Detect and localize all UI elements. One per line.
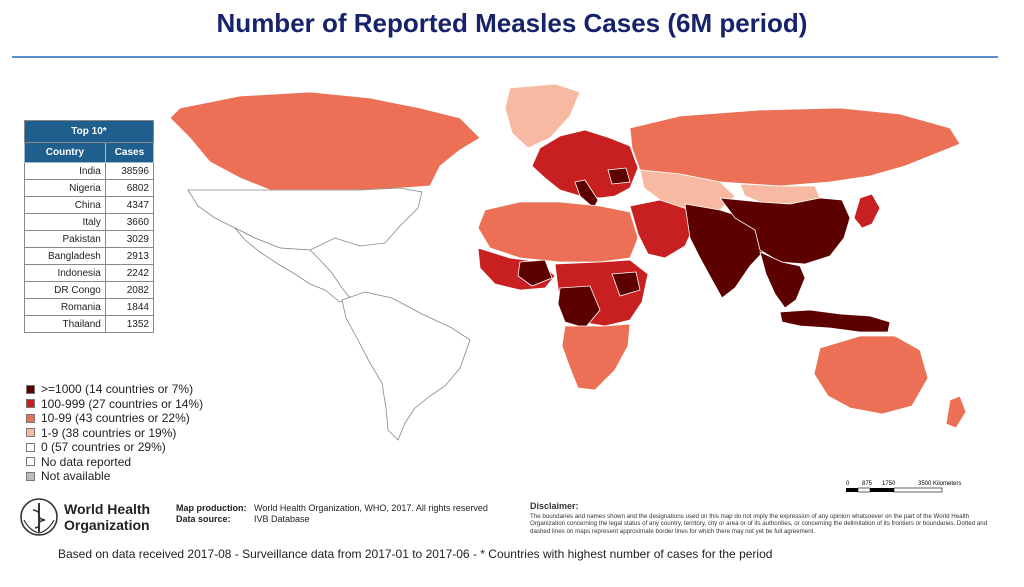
cases-cell: 38596 [104, 162, 155, 180]
cases-cell: 2913 [104, 247, 155, 265]
legend-swatch [26, 457, 35, 467]
legend-item: 100-999 (27 countries or 14%) [26, 397, 203, 412]
legend-item: 0 (57 countries or 29%) [26, 440, 203, 455]
disclaimer-text: The boundaries and names shown and the d… [530, 512, 988, 535]
country-cell: Pakistan [24, 230, 106, 248]
world-map [169, 83, 967, 441]
scale-tick-label: 875 [862, 481, 873, 487]
cases-cell: 3660 [104, 213, 155, 231]
map-credits: Map production: World Health Organization… [176, 503, 488, 525]
legend-item: 10-99 (43 countries or 22%) [26, 411, 203, 426]
footer-note: Based on data received 2017-08 - Surveil… [58, 547, 773, 561]
legend-label: 10-99 (43 countries or 22%) [41, 411, 190, 426]
legend-label: Not available [41, 469, 111, 484]
legend-item: No data reported [26, 455, 203, 470]
country-cell: Indonesia [24, 264, 106, 282]
country-cell: India [24, 162, 106, 180]
region-canada [169, 91, 481, 191]
table-row: Pakistan 3029 [24, 230, 155, 248]
legend-swatch [26, 442, 35, 452]
legend-swatch [26, 428, 35, 438]
cases-cell: 6802 [104, 179, 155, 197]
scale-tick-label: 0 [846, 481, 850, 487]
country-cell: Thailand [24, 315, 106, 333]
who-name-line1: World Health [64, 501, 151, 517]
cases-cell: 1844 [104, 298, 155, 316]
cases-cell: 3029 [104, 230, 155, 248]
table-row: DR Congo 2082 [24, 281, 155, 299]
legend-label: No data reported [41, 454, 132, 469]
who-emblem-icon [20, 498, 58, 536]
region-southern-africa [561, 323, 631, 391]
table-row: Indonesia 2242 [24, 264, 155, 282]
credit-label: Map production: [176, 503, 247, 513]
country-cell: DR Congo [24, 281, 106, 299]
region-southeast-asia [759, 251, 806, 309]
country-cell: Nigeria [24, 179, 106, 197]
region-usa [187, 187, 423, 251]
table-row: India 38596 [24, 162, 155, 180]
table-row: Italy 3660 [24, 213, 155, 231]
region-romania [607, 167, 631, 185]
country-cell: China [24, 196, 106, 214]
table-row: Romania 1844 [24, 298, 155, 316]
top10-caption: Top 10* [24, 120, 154, 143]
legend-label: 100-999 (27 countries or 14%) [41, 396, 204, 411]
region-north-africa [477, 201, 639, 263]
who-branding: World Health Organization [18, 496, 150, 538]
legend-swatch [26, 471, 35, 481]
table-row: Thailand 1352 [24, 315, 155, 333]
legend-label: >=1000 (14 countries or 7%) [41, 382, 194, 397]
scale-tick-label: 1750 [882, 481, 896, 487]
legend-label: 1-9 (38 countries or 19%) [41, 425, 177, 440]
region-south-america [341, 291, 471, 441]
credit-value: World Health Organization, WHO, 2017. Al… [254, 503, 488, 513]
region-nigeria [517, 259, 553, 287]
legend-swatch [26, 384, 35, 394]
cases-cell: 2242 [104, 264, 155, 282]
region-greenland [504, 83, 581, 149]
region-japan [853, 193, 881, 229]
legend-item: >=1000 (14 countries or 7%) [26, 382, 203, 397]
disclaimer-heading: Disclaimer: [530, 501, 579, 511]
region-australia [813, 335, 929, 415]
disclaimer: Disclaimer: The boundaries and names sho… [530, 501, 1000, 535]
table-row: Bangladesh 2913 [24, 247, 155, 265]
scale-tick-label: 3500 Kilometers [918, 481, 961, 487]
cases-cell: 2082 [104, 281, 155, 299]
table-row: Nigeria 6802 [24, 179, 155, 197]
legend-item: 1-9 (38 countries or 19%) [26, 426, 203, 441]
legend-item: Not available [26, 469, 203, 484]
cases-cell: 1352 [104, 315, 155, 333]
legend-label: 0 (57 countries or 29%) [41, 440, 166, 455]
country-cell: Italy [24, 213, 106, 231]
country-cell: Romania [24, 298, 106, 316]
who-name-line2: Organization [64, 517, 150, 533]
region-new-zealand [945, 395, 967, 429]
table-row: China 4347 [24, 196, 155, 214]
column-header-country: Country [24, 142, 106, 163]
column-header-cases: Cases [104, 142, 155, 163]
region-italy [574, 179, 599, 209]
legend-swatch [26, 413, 35, 423]
title-divider [12, 56, 998, 58]
map-legend: >=1000 (14 countries or 7%) 100-999 (27 … [26, 382, 203, 484]
page-title: Number of Reported Measles Cases (6M per… [216, 8, 808, 38]
legend-swatch [26, 399, 35, 409]
region-ethiopia [611, 271, 641, 297]
source-value: IVB Database [254, 514, 310, 524]
source-label: Data source: [176, 514, 231, 524]
top10-table: Top 10* Country Cases India 38596 Nigeria… [24, 120, 155, 333]
region-china [719, 197, 851, 265]
scale-bar: 0 875 1750 3500 Kilometers [846, 481, 961, 493]
region-indonesia [779, 309, 891, 333]
country-cell: Bangladesh [24, 247, 106, 265]
cases-cell: 4347 [104, 196, 155, 214]
